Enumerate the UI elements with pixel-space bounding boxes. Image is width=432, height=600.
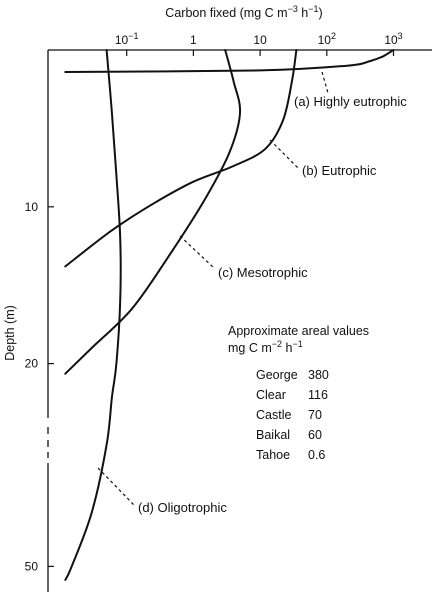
- leader-line-mesotrophic: [179, 235, 215, 269]
- areal-values-heading: Approximate areal values: [228, 324, 369, 338]
- lake-name: Castle: [256, 408, 291, 422]
- series-label-mesotrophic: (c) Mesotrophic: [218, 265, 308, 280]
- lake-areal-value: 380: [308, 368, 329, 382]
- x-tick-label: 102: [318, 31, 336, 47]
- lake-name: Tahoe: [256, 448, 290, 462]
- lake-areal-value: 0.6: [308, 448, 325, 462]
- y-tick-label: 20: [25, 357, 39, 371]
- y-axis-title: Depth (m): [3, 305, 17, 361]
- lake-areal-value: 70: [308, 408, 322, 422]
- series-label-highly-eutrophic: (a) Highly eutrophic: [294, 94, 407, 109]
- leader-line-highly-eutrophic: [321, 71, 329, 94]
- x-tick-label: 103: [384, 31, 402, 47]
- curve-labels: (a) Highly eutrophic (b) Eutrophic (c) Mes…: [97, 71, 407, 515]
- plot-axes: 10−1 1 10 102 103 10 20 50: [25, 31, 432, 592]
- lake-name: Baikal: [256, 428, 290, 442]
- series-line-oligotrophic: [64, 49, 122, 581]
- lake-areal-value: 60: [308, 428, 322, 442]
- leader-line-oligotrophic: [97, 467, 135, 506]
- series-line-mesotrophic: [64, 49, 242, 375]
- y-tick-label: 10: [25, 200, 39, 214]
- series-label-eutrophic: (b) Eutrophic: [302, 163, 377, 178]
- series-layer: [64, 49, 395, 581]
- series-label-oligotrophic: (d) Oligotrophic: [138, 500, 227, 515]
- leader-line-eutrophic: [269, 139, 299, 169]
- series-line-eutrophic: [64, 49, 298, 268]
- lake-areal-value: 116: [308, 388, 328, 402]
- series-line-highly-eutrophic: [64, 49, 395, 73]
- lake-name: George: [256, 368, 298, 382]
- x-tick-label: 1: [190, 33, 197, 47]
- y-tick-label: 50: [25, 559, 39, 573]
- x-tick-label: 10−1: [115, 31, 139, 47]
- x-axis-title: Carbon fixed (mg C m−3 h−1): [165, 4, 322, 20]
- areal-values-units: mg C m−2 h−1: [228, 339, 303, 355]
- lake-name: Clear: [256, 388, 286, 402]
- x-tick-label: 10: [253, 33, 267, 47]
